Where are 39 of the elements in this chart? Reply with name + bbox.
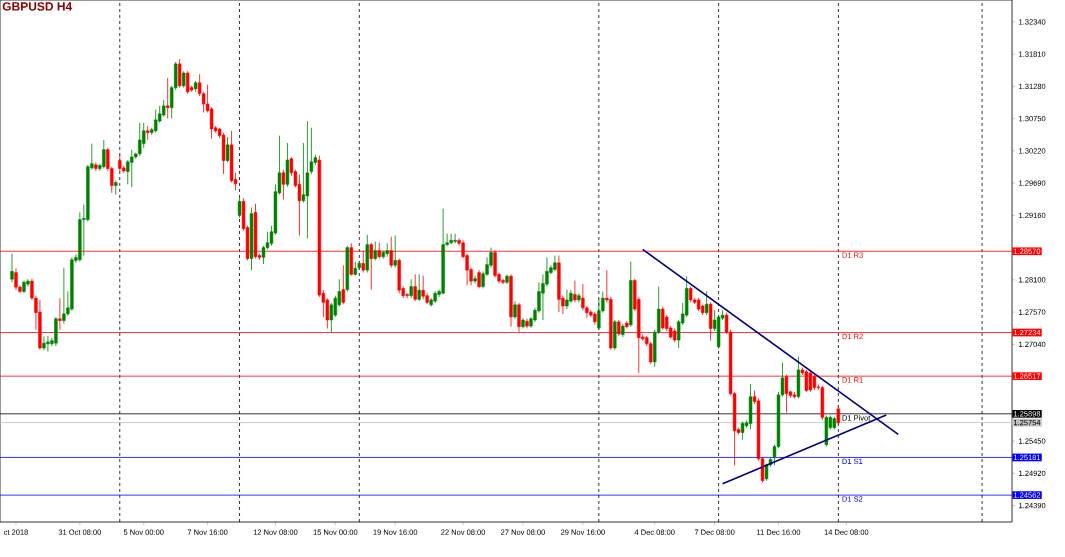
candlestick [42, 336, 46, 351]
candlestick [369, 242, 373, 290]
candlestick [154, 109, 158, 134]
candlestick [417, 273, 421, 302]
candlestick [297, 174, 302, 236]
candlestick [62, 267, 66, 325]
candlestick [305, 120, 310, 239]
candlestick [10, 253, 14, 283]
candlestick [393, 235, 397, 269]
candlestick [46, 335, 50, 353]
candlestick [553, 255, 557, 272]
candlestick [565, 289, 569, 310]
candlestick [281, 169, 286, 200]
candlestick [102, 139, 106, 169]
candlestick [453, 233, 457, 244]
candlestick [649, 341, 653, 365]
candlestick [661, 306, 665, 331]
candlestick [58, 297, 62, 331]
candlestick [413, 273, 417, 302]
chart-title: GBPUSD H4 [2, 2, 73, 11]
candlestick [341, 264, 346, 305]
candlestick [409, 278, 413, 299]
candlestick [836, 405, 841, 426]
candlestick [114, 180, 118, 196]
candlestick [14, 267, 18, 291]
candlestick [477, 269, 481, 289]
candlestick [573, 280, 577, 303]
candlestick [373, 241, 377, 261]
candlestick [473, 275, 477, 284]
candlestick [421, 275, 425, 300]
candlestick [237, 196, 242, 219]
candlestick [225, 136, 230, 163]
candlestick [130, 149, 134, 188]
candlestick [138, 122, 142, 157]
candlestick [301, 142, 306, 203]
candlestick [177, 58, 182, 88]
candlestick [146, 125, 150, 141]
candlestick [385, 242, 389, 258]
candlestick [449, 233, 453, 245]
